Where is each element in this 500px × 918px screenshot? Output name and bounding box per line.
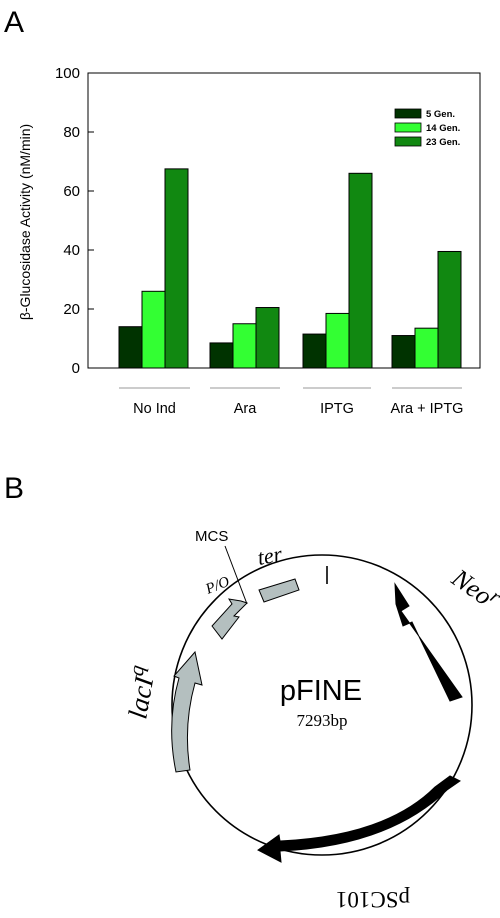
category-labels: No Ind Ara IPTG Ara + IPTG [133, 401, 463, 417]
bar [232, 323, 257, 369]
bar [348, 172, 373, 369]
category-label: No Ind [133, 401, 176, 417]
legend-label: 23 Gen. [426, 137, 460, 148]
panel-b: B MCS P/O ter Neor lacIq pSC101 pFINE 72… [4, 472, 500, 912]
mcs-pointer-line [224, 545, 248, 605]
bar [255, 307, 280, 369]
legend-label: 5 Gen. [426, 109, 455, 120]
psc101-label: pSC101 [336, 887, 410, 912]
panel-a: A 0 20 40 60 80 100 No Ind Ara IPTG Ara + IPTG β… [4, 6, 481, 417]
laci-q-arrow [171, 650, 203, 773]
neo-resistance-arrow [394, 582, 463, 702]
bar [141, 290, 166, 369]
plasmid-name: pFINE [280, 675, 362, 707]
bar [437, 250, 462, 369]
y-tick-label: 0 [72, 360, 80, 377]
bars [118, 168, 462, 369]
legend-swatch [394, 108, 422, 119]
laci-label-superscript: q [124, 663, 150, 678]
terminator-box [258, 578, 300, 603]
panel-b-label: B [4, 472, 24, 505]
terminator-label: ter [256, 541, 285, 570]
bar [414, 327, 439, 369]
legend: 5 Gen. 14 Gen. 23 Gen. [394, 108, 460, 148]
category-label: Ara + IPTG [391, 401, 464, 417]
plasmid-backbone [171, 554, 473, 856]
bar [164, 168, 189, 369]
bar [391, 335, 416, 369]
plot-frame [87, 72, 481, 369]
y-tick-label: 100 [55, 65, 80, 82]
plasmid-size: 7293bp [297, 711, 348, 730]
y-tick-label: 60 [63, 183, 80, 200]
panel-a-label: A [4, 6, 24, 39]
bar-chart: 0 20 40 60 80 100 No Ind Ara IPTG Ara + IPTG β-G… [17, 65, 481, 417]
laci-label: lacIq [116, 663, 161, 721]
y-axis-label: β-Glucosidase Activity (nM/min) [17, 124, 33, 320]
y-tick-label: 40 [63, 242, 80, 259]
legend-swatch [394, 136, 422, 147]
bar [302, 333, 327, 369]
legend-swatch [394, 122, 422, 133]
bar [325, 312, 350, 369]
psc101-origin-arrow [257, 775, 461, 863]
y-axis: 0 20 40 60 80 100 [55, 65, 94, 377]
laci-label-base: lacI [122, 673, 159, 722]
category-label: IPTG [320, 401, 354, 417]
neo-label: Neor [446, 561, 500, 616]
y-tick-label: 80 [63, 124, 80, 141]
mcs-label: MCS [195, 528, 228, 545]
bar [209, 342, 234, 369]
category-label: Ara [234, 401, 258, 417]
promoter-arrow [211, 598, 248, 640]
legend-label: 14 Gen. [426, 123, 460, 134]
y-tick-label: 20 [63, 301, 80, 318]
promoter-label: P/O [203, 574, 232, 598]
bar [118, 326, 143, 369]
